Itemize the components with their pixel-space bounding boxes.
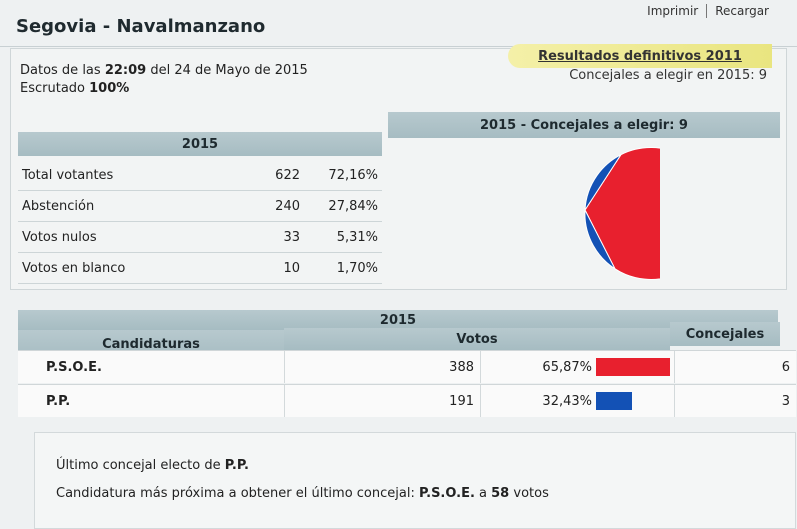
pie-header: 2015 - Concejales a elegir: 9 bbox=[388, 112, 780, 138]
stats-pct: 1,70% bbox=[304, 252, 382, 284]
proxima-candidatura-note: Candidatura más próxima a obtener el últ… bbox=[56, 486, 549, 501]
stats-header: 2015 bbox=[18, 132, 382, 156]
proxima-suffix: votos bbox=[513, 486, 549, 501]
data-date: del 24 de Mayo de 2015 bbox=[150, 63, 308, 78]
party-seats: 3 bbox=[781, 393, 790, 409]
party-pct: 65,87% bbox=[542, 359, 592, 375]
notes-panel bbox=[34, 432, 796, 529]
ultimo-party: P.P. bbox=[224, 458, 249, 473]
stats-pct: 5,31% bbox=[304, 221, 382, 253]
party-votes: 388 bbox=[449, 359, 474, 375]
escrutado-label: Escrutado bbox=[20, 81, 85, 96]
ultimo-prefix: Último concejal electo de bbox=[56, 458, 221, 473]
stats-count: 33 bbox=[236, 221, 304, 253]
stats-count: 10 bbox=[236, 252, 304, 284]
stats-pct: 27,84% bbox=[304, 190, 382, 222]
stats-label: Votos nulos bbox=[18, 221, 236, 253]
page-title: Segovia - Navalmanzano bbox=[16, 16, 266, 37]
col-divider bbox=[480, 385, 481, 417]
resultados-2011-link[interactable]: Resultados definitivos 2011 bbox=[508, 44, 772, 68]
concejales-a-elegir: Concejales a elegir en 2015: 9 bbox=[569, 68, 767, 83]
stats-table: Total votantes 622 72,16% Abstención 240 27,8… bbox=[18, 160, 382, 284]
data-info: Datos de las 22:09 del 24 de Mayo de 201… bbox=[20, 62, 308, 98]
col-divider bbox=[480, 351, 481, 383]
stats-count: 622 bbox=[236, 160, 304, 191]
proxima-party: P.S.O.E. bbox=[418, 486, 475, 501]
col-divider bbox=[284, 385, 285, 417]
stats-count: 240 bbox=[236, 190, 304, 222]
proxima-votes: 58 bbox=[491, 486, 510, 501]
top-links: Imprimir Recargar bbox=[639, 4, 777, 18]
concejales-header: Concejales bbox=[670, 322, 780, 346]
party-name: P.S.O.E. bbox=[46, 359, 102, 375]
results-year-header: 2015 bbox=[18, 310, 778, 330]
col-divider bbox=[674, 351, 675, 383]
stats-row: Abstención 240 27,84% bbox=[18, 190, 382, 222]
votos-header: Votos bbox=[284, 328, 670, 350]
print-link[interactable]: Imprimir bbox=[647, 4, 699, 18]
party-pct: 32,43% bbox=[542, 393, 592, 409]
stats-label: Total votantes bbox=[18, 160, 236, 191]
result-row: P.P. 191 32,43% 3 bbox=[18, 384, 796, 417]
data-time: 22:09 bbox=[104, 63, 147, 78]
stats-label: Votos en blanco bbox=[18, 252, 236, 284]
stats-label: Abstención bbox=[18, 190, 236, 222]
stats-pct: 72,16% bbox=[304, 160, 382, 191]
pie-slice bbox=[584, 153, 623, 271]
proxima-a: a bbox=[479, 486, 487, 501]
stats-row: Votos nulos 33 5,31% bbox=[18, 221, 382, 253]
ultimo-concejal-note: Último concejal electo de P.P. bbox=[56, 458, 249, 473]
stats-row: Votos en blanco 10 1,70% bbox=[18, 252, 382, 284]
result-row: P.S.O.E. 388 65,87% 6 bbox=[18, 350, 796, 383]
col-divider bbox=[284, 351, 285, 383]
top-divider bbox=[0, 46, 797, 47]
datos-label: Datos de las bbox=[20, 63, 101, 78]
pie-slice bbox=[584, 147, 718, 280]
col-divider bbox=[674, 385, 675, 417]
reload-link[interactable]: Recargar bbox=[706, 4, 777, 18]
proxima-prefix: Candidatura más próxima a obtener el últ… bbox=[56, 486, 415, 501]
escrutado-value: 100% bbox=[89, 81, 130, 96]
party-seats: 6 bbox=[781, 359, 790, 375]
party-vote-bar bbox=[596, 358, 670, 376]
party-votes: 191 bbox=[449, 393, 474, 409]
party-name: P.P. bbox=[46, 393, 71, 409]
stats-row: Total votantes 622 72,16% bbox=[18, 160, 382, 191]
party-vote-bar bbox=[596, 392, 632, 410]
seats-pie-chart bbox=[510, 140, 718, 280]
